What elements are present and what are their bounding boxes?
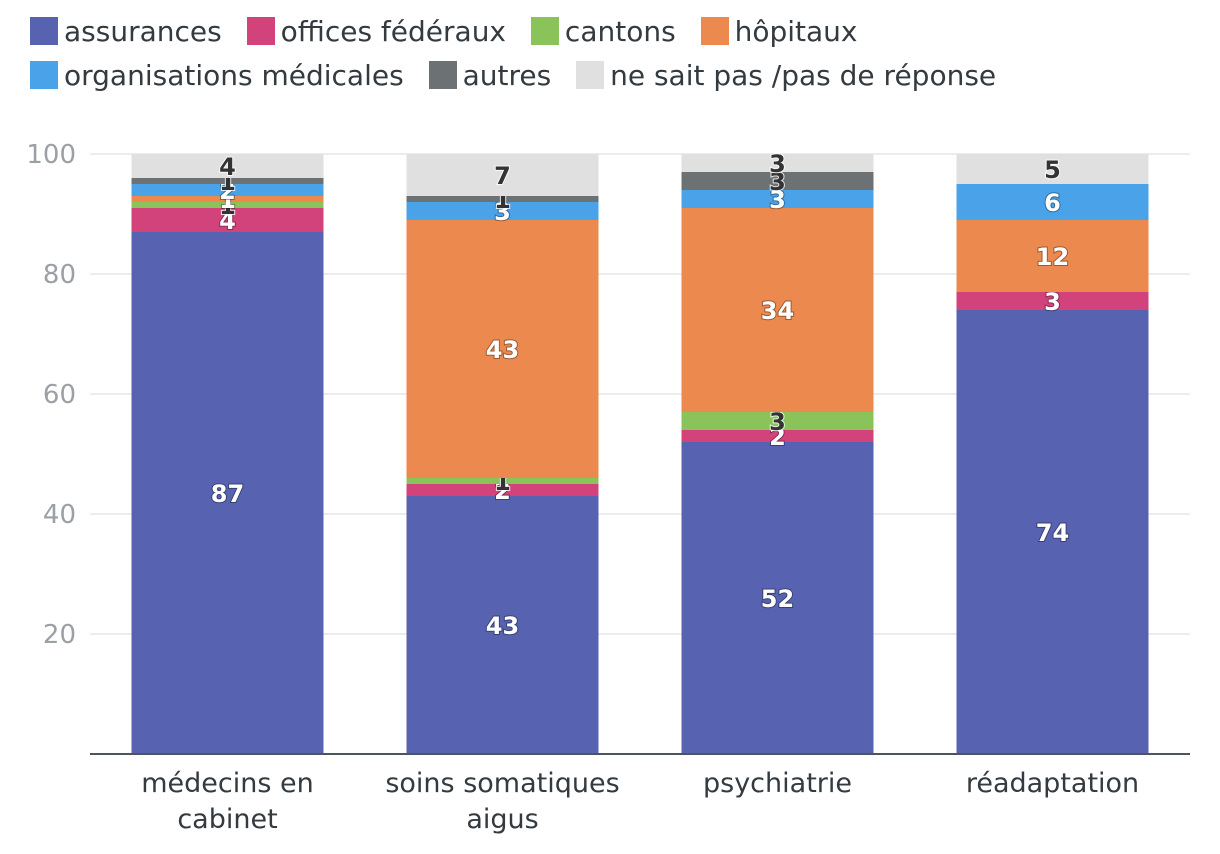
y-tick-label: 40 bbox=[43, 500, 76, 530]
bar-segment bbox=[406, 196, 599, 202]
legend-item-offices-federaux: offices fédéraux bbox=[246, 10, 507, 54]
data-label: 3 bbox=[494, 198, 511, 226]
legend-item-cantons: cantons bbox=[530, 10, 676, 54]
legend-swatch bbox=[700, 17, 729, 45]
data-label: 3 bbox=[769, 150, 786, 178]
bar-segment bbox=[131, 202, 324, 208]
bar-segment bbox=[406, 202, 599, 220]
x-category-label: cabinet bbox=[177, 804, 277, 835]
y-tick-label: 60 bbox=[43, 380, 76, 410]
bar-segment bbox=[406, 496, 599, 754]
bar-segment bbox=[131, 154, 324, 178]
bar-segment bbox=[131, 178, 324, 184]
legend-swatch bbox=[246, 17, 275, 45]
data-label: 3 bbox=[1044, 288, 1061, 316]
legend-item-hopitaux: hôpitaux bbox=[700, 10, 858, 54]
data-label: 7 bbox=[494, 162, 511, 190]
x-category-label: psychiatrie bbox=[703, 768, 852, 799]
bar-segment bbox=[681, 430, 874, 442]
data-label: 34 bbox=[761, 297, 794, 325]
bar-segment bbox=[956, 292, 1149, 310]
bar-segment bbox=[131, 196, 324, 202]
data-label: 43 bbox=[486, 336, 519, 364]
x-category-label: soins somatiques bbox=[385, 768, 619, 799]
y-tick-label: 100 bbox=[26, 140, 76, 170]
data-label: 3 bbox=[769, 168, 786, 196]
legend-label: assurances bbox=[64, 15, 222, 48]
x-category-label: réadaptation bbox=[966, 768, 1139, 799]
x-category-label: médecins en bbox=[141, 768, 314, 799]
bar-segment bbox=[681, 190, 874, 208]
legend-label: ne sait pas /pas de réponse bbox=[610, 59, 997, 92]
bar-segment bbox=[681, 172, 874, 190]
bar-segment bbox=[956, 310, 1149, 754]
bar-segment bbox=[406, 220, 599, 478]
legend-label: hôpitaux bbox=[734, 15, 858, 48]
legend-label: cantons bbox=[564, 15, 676, 48]
x-category-label: aigus bbox=[466, 804, 538, 835]
legend-swatch bbox=[530, 17, 559, 45]
data-label: 6 bbox=[1044, 189, 1061, 217]
legend-swatch bbox=[576, 61, 605, 89]
bar-segment bbox=[131, 232, 324, 754]
data-label: 4 bbox=[219, 207, 236, 235]
y-tick-label: 80 bbox=[43, 260, 76, 290]
legend-label: organisations médicales bbox=[64, 59, 404, 92]
legend-label: offices fédéraux bbox=[280, 15, 507, 48]
bar-segment bbox=[956, 154, 1149, 184]
legend-item-assurances: assurances bbox=[30, 10, 222, 54]
legend-swatch bbox=[428, 61, 457, 89]
data-label: 3 bbox=[769, 186, 786, 214]
data-label: 74 bbox=[1036, 519, 1069, 547]
data-label: 5 bbox=[1044, 156, 1061, 184]
bar-segment bbox=[131, 184, 324, 196]
bar-segment bbox=[956, 220, 1149, 292]
legend-swatch bbox=[30, 61, 58, 89]
data-label: 4 bbox=[219, 153, 236, 181]
bar-segment bbox=[681, 412, 874, 430]
bar-segment bbox=[406, 478, 599, 484]
data-label: 43 bbox=[486, 612, 519, 640]
chart-legend: assurances offices fédéraux cantons hôpi… bbox=[30, 10, 1200, 98]
legend-item-ne-sait-pas: ne sait pas /pas de réponse bbox=[576, 54, 996, 98]
legend-label: autres bbox=[462, 59, 552, 92]
legend-item-organisations-medicales: organisations médicales bbox=[30, 54, 404, 98]
bar-segment bbox=[681, 208, 874, 412]
bar-segment bbox=[681, 154, 874, 172]
bar-segment bbox=[681, 442, 874, 754]
data-label: 52 bbox=[761, 585, 794, 613]
data-label: 12 bbox=[1036, 243, 1069, 271]
bar-segment bbox=[406, 484, 599, 496]
y-tick-label: 20 bbox=[43, 620, 76, 650]
legend-swatch bbox=[30, 17, 58, 45]
bar-segment bbox=[956, 184, 1149, 220]
data-label: 87 bbox=[211, 480, 244, 508]
bar-segment bbox=[131, 208, 324, 232]
bar-segment bbox=[406, 154, 599, 196]
legend-item-autres: autres bbox=[428, 54, 552, 98]
data-label: 3 bbox=[769, 408, 786, 436]
